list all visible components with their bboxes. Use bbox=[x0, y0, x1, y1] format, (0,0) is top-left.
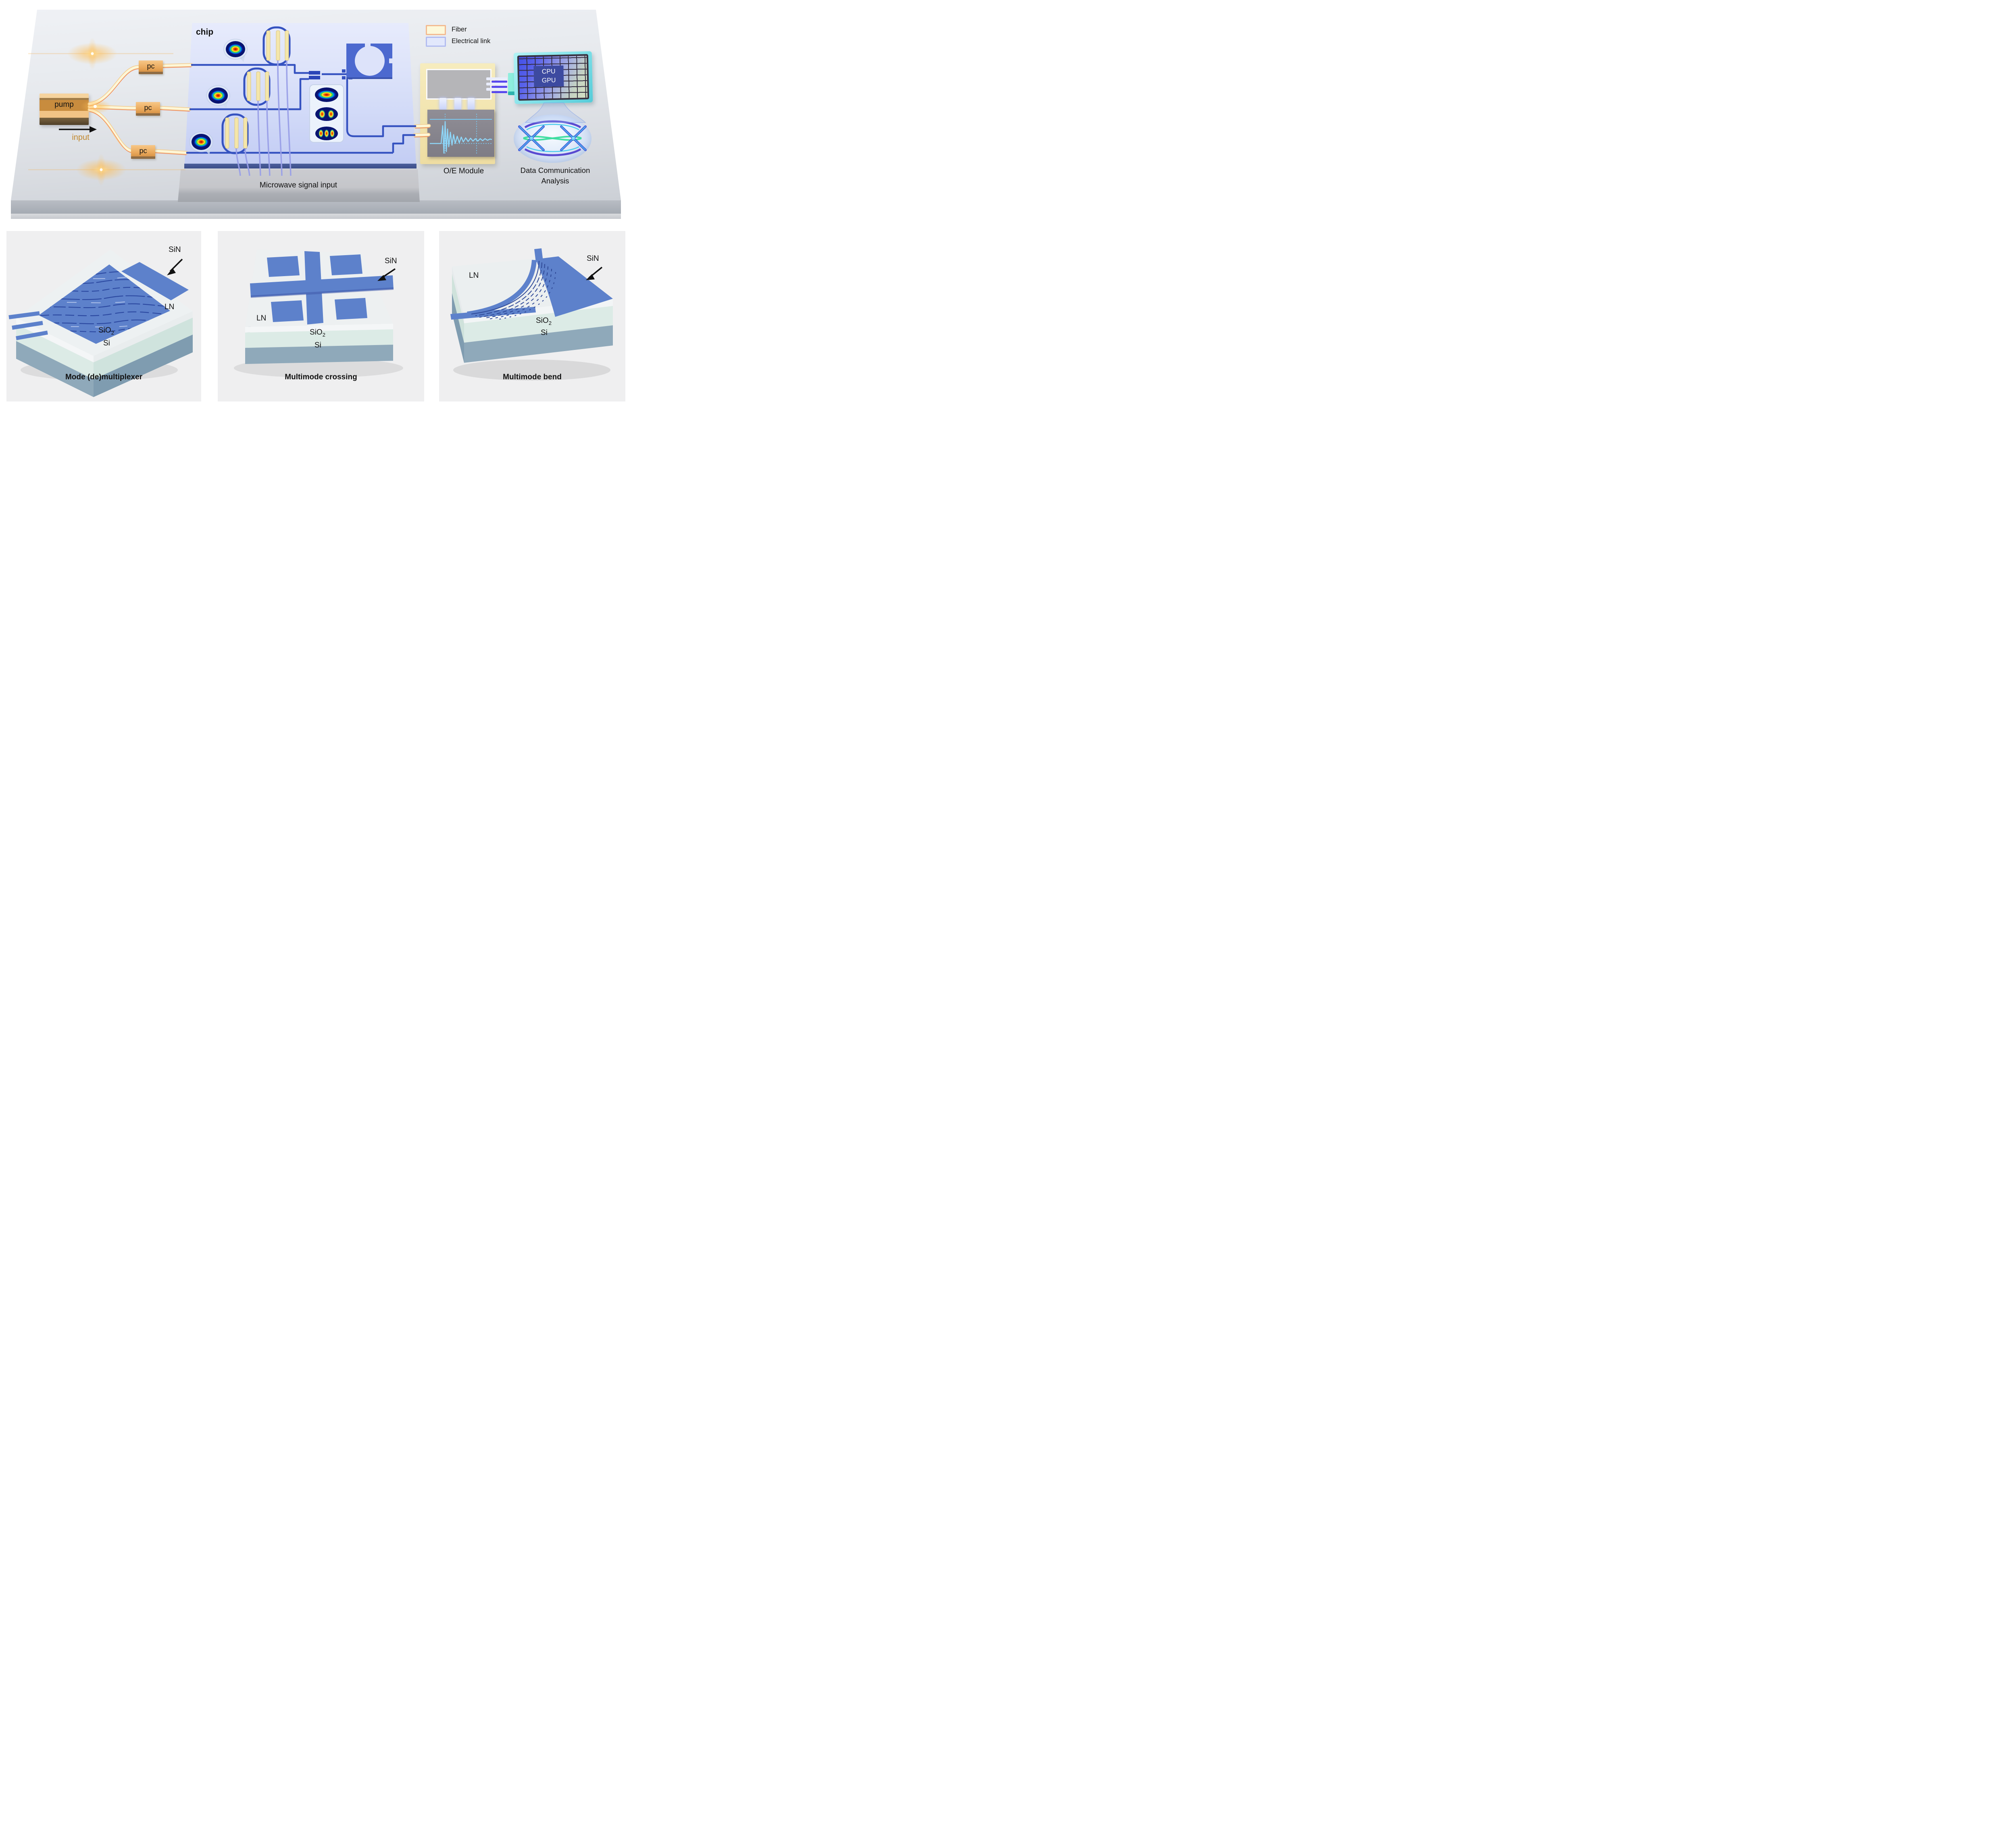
cpu-core-label: CPU GPU bbox=[533, 65, 564, 87]
sin-label: SiN bbox=[169, 245, 181, 254]
oe-module-heatsink bbox=[426, 69, 492, 100]
sio2-label: SiO2 bbox=[98, 326, 114, 336]
cpu-text: CPU bbox=[541, 68, 556, 75]
cpu-die-grid: CPU GPU bbox=[519, 56, 588, 99]
panel1-caption: Mode (de)multiplexer bbox=[65, 373, 143, 381]
sin-slab bbox=[536, 256, 613, 317]
polarization-controller-2: pc bbox=[136, 102, 160, 116]
legend-electrical-label: Electrical link bbox=[452, 37, 491, 45]
analysis-label: Data Communication Analysis bbox=[506, 165, 605, 186]
sin-arrow bbox=[167, 258, 183, 275]
legend-fiber-swatch bbox=[426, 25, 446, 35]
crossing-wafer bbox=[234, 250, 403, 378]
bend-arcs bbox=[471, 260, 556, 320]
legend-fiber-label: Fiber bbox=[452, 26, 467, 33]
figure-root: CPU GPU bbox=[0, 0, 626, 406]
cpu-gpu-chip: CPU GPU bbox=[513, 51, 593, 104]
ln-label: LN bbox=[256, 314, 267, 322]
sin-label: SiN bbox=[385, 257, 397, 265]
oe-module-scope bbox=[427, 110, 494, 157]
analysis-bubble bbox=[514, 114, 591, 163]
optical-table-front-edge bbox=[11, 200, 621, 214]
cpu-connector-tab bbox=[508, 73, 515, 92]
ln-label: LN bbox=[469, 271, 479, 280]
bend-entry-strip bbox=[534, 248, 543, 262]
sin-output-strip bbox=[121, 262, 189, 300]
pc1-label: pc bbox=[147, 62, 155, 70]
pc2-label: pc bbox=[144, 103, 152, 112]
oe-connector bbox=[468, 98, 475, 110]
crossing-bar-horizontal bbox=[250, 275, 394, 297]
eye-diagram bbox=[518, 120, 587, 156]
pump-stripe bbox=[40, 111, 89, 118]
si-label: Si bbox=[541, 329, 548, 337]
demux-wafer bbox=[8, 250, 193, 397]
gpu-text: GPU bbox=[541, 77, 556, 84]
polarization-controller-1: pc bbox=[139, 60, 163, 74]
sin-arrow bbox=[377, 268, 396, 281]
photonic-chip-front-edge bbox=[184, 164, 417, 168]
analysis-line2: Analysis bbox=[541, 176, 569, 185]
panel-mode-demultiplexer: SiN LN SiO2 Si Mode (de)multiplexer bbox=[6, 231, 201, 401]
pc3-label: pc bbox=[139, 146, 147, 155]
panel-multimode-bend: SiN LN SiO2 Si Multimode bend bbox=[439, 231, 625, 401]
sio2-label: SiO2 bbox=[310, 328, 325, 338]
bend-exit-strip bbox=[450, 307, 536, 320]
oe-connector bbox=[439, 98, 446, 110]
pump-label: pump bbox=[54, 100, 74, 109]
ln-label: LN bbox=[165, 303, 175, 311]
oe-module-label: O/E Module bbox=[443, 167, 484, 175]
pump-laser bbox=[40, 94, 89, 125]
panel2-caption: Multimode crossing bbox=[285, 373, 357, 381]
pump-stripe bbox=[40, 94, 89, 98]
panel3-caption: Multimode bend bbox=[503, 373, 562, 381]
polarization-controller-3: pc bbox=[131, 145, 155, 159]
cpu-bezel: CPU GPU bbox=[517, 54, 589, 101]
legend-electrical-swatch bbox=[426, 37, 446, 47]
oscilloscope-waveform bbox=[430, 114, 492, 154]
oe-connector bbox=[454, 98, 461, 110]
pump-stripe bbox=[40, 98, 89, 100]
sin-arrow bbox=[586, 266, 603, 280]
demux-input-stubs bbox=[8, 311, 48, 340]
analysis-line1: Data Communication bbox=[520, 166, 590, 175]
microwave-label: Microwave signal input bbox=[259, 181, 337, 189]
si-label: Si bbox=[103, 339, 110, 347]
optical-table-base-edge bbox=[11, 214, 621, 219]
input-label: input bbox=[72, 133, 90, 142]
si-label: Si bbox=[314, 341, 321, 349]
pump-stripe bbox=[40, 118, 89, 125]
crossing-pads bbox=[267, 254, 367, 322]
pump-stripe bbox=[40, 100, 89, 111]
panel-multimode-crossing: SiN LN SiO2 Si Multimode crossing bbox=[218, 231, 424, 401]
bend-main-band bbox=[467, 260, 537, 316]
sin-label: SiN bbox=[587, 254, 599, 263]
sio2-label: SiO2 bbox=[536, 316, 552, 326]
cpu-connector-tab-base bbox=[508, 92, 515, 95]
photonic-chip bbox=[185, 23, 416, 164]
chip-label: chip bbox=[196, 27, 214, 37]
microwave-platform bbox=[178, 169, 420, 202]
demux-pattern bbox=[39, 264, 170, 344]
bend-wafer bbox=[450, 248, 613, 381]
